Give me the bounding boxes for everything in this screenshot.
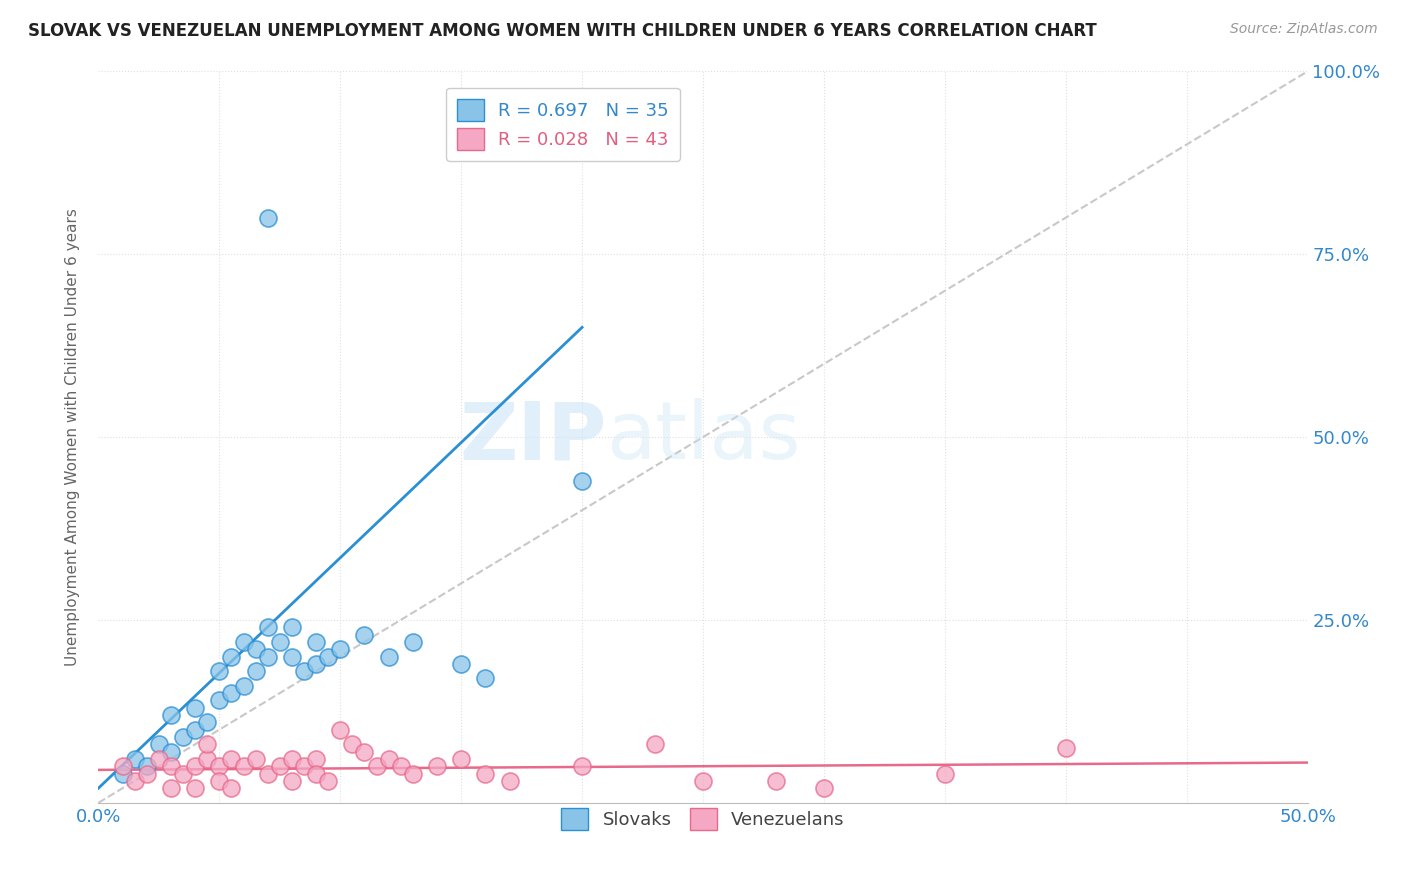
Point <box>474 766 496 780</box>
Point <box>135 759 157 773</box>
Point <box>184 723 207 737</box>
Point <box>281 620 304 634</box>
Point <box>160 781 183 796</box>
Point <box>256 620 278 634</box>
Point <box>269 635 291 649</box>
Point <box>160 708 183 723</box>
Point <box>450 657 472 671</box>
Point <box>450 752 472 766</box>
Point <box>208 693 231 707</box>
Point <box>402 766 425 780</box>
Point <box>221 752 243 766</box>
Point <box>305 635 328 649</box>
Point <box>172 766 194 780</box>
Text: SLOVAK VS VENEZUELAN UNEMPLOYMENT AMONG WOMEN WITH CHILDREN UNDER 6 YEARS CORREL: SLOVAK VS VENEZUELAN UNEMPLOYMENT AMONG … <box>28 22 1097 40</box>
Point <box>245 642 267 657</box>
Point <box>281 649 304 664</box>
Point <box>692 773 714 788</box>
Point <box>245 664 267 678</box>
Point <box>195 752 218 766</box>
Point <box>305 766 328 780</box>
Point <box>281 773 304 788</box>
Point <box>148 752 170 766</box>
Point <box>208 773 231 788</box>
Text: Source: ZipAtlas.com: Source: ZipAtlas.com <box>1230 22 1378 37</box>
Point <box>195 737 218 751</box>
Point <box>208 664 231 678</box>
Point <box>329 723 352 737</box>
Text: ZIP: ZIP <box>458 398 606 476</box>
Point <box>474 672 496 686</box>
Point <box>644 737 666 751</box>
Point <box>111 766 134 780</box>
Point <box>765 773 787 788</box>
Point <box>221 649 243 664</box>
Point <box>498 773 520 788</box>
Point <box>184 700 207 714</box>
Point <box>353 627 375 641</box>
Point <box>934 766 956 780</box>
Point <box>353 745 375 759</box>
Point <box>256 211 278 225</box>
Point <box>571 474 593 488</box>
Point <box>160 759 183 773</box>
Point <box>316 649 339 664</box>
Point <box>184 759 207 773</box>
Point <box>208 759 231 773</box>
Point <box>172 730 194 744</box>
Point <box>1054 740 1077 755</box>
Text: atlas: atlas <box>606 398 800 476</box>
Point <box>135 766 157 780</box>
Legend: Slovaks, Venezuelans: Slovaks, Venezuelans <box>554 801 852 838</box>
Point <box>571 759 593 773</box>
Point <box>305 657 328 671</box>
Point <box>342 737 364 751</box>
Point <box>111 759 134 773</box>
Point <box>256 649 278 664</box>
Point <box>377 649 399 664</box>
Point <box>389 759 412 773</box>
Point <box>813 781 835 796</box>
Point <box>316 773 339 788</box>
Point <box>269 759 291 773</box>
Point <box>377 752 399 766</box>
Point <box>221 686 243 700</box>
Point <box>281 752 304 766</box>
Point <box>148 737 170 751</box>
Point <box>305 752 328 766</box>
Point <box>256 766 278 780</box>
Point <box>232 679 254 693</box>
Point <box>221 781 243 796</box>
Point <box>426 759 449 773</box>
Point <box>184 781 207 796</box>
Point <box>402 635 425 649</box>
Y-axis label: Unemployment Among Women with Children Under 6 years: Unemployment Among Women with Children U… <box>65 208 80 666</box>
Point <box>292 664 315 678</box>
Point <box>160 745 183 759</box>
Point <box>195 715 218 730</box>
Point <box>232 759 254 773</box>
Point <box>124 752 146 766</box>
Point <box>124 773 146 788</box>
Point <box>329 642 352 657</box>
Point <box>245 752 267 766</box>
Point <box>366 759 388 773</box>
Point <box>232 635 254 649</box>
Point <box>292 759 315 773</box>
